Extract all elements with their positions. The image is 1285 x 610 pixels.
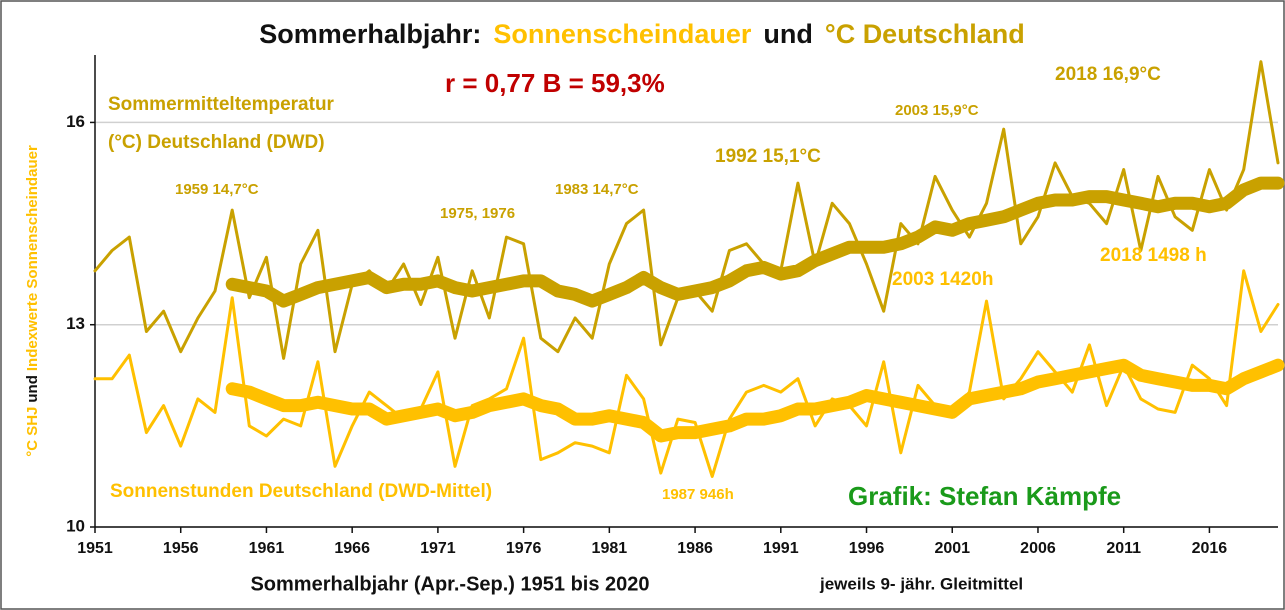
title-part: Sommerhalbjahr:	[259, 19, 481, 49]
annotation: Sonnenstunden Deutschland (DWD-Mittel)	[110, 481, 492, 502]
annotation: 2003 1420h	[892, 269, 993, 290]
title-part: °C Deutschland	[825, 19, 1025, 49]
y-label-part: Indexwerte Sonnenscheindauer	[24, 145, 41, 371]
x-tick-label: 1981	[592, 540, 628, 557]
annotation: 1975, 1976	[440, 205, 515, 222]
annotation: 1983 14,7°C	[555, 181, 639, 198]
y-tick-label: 13	[66, 314, 85, 333]
x-tick-label: 1951	[77, 540, 113, 557]
annotation: 2003 15,9°C	[895, 102, 979, 119]
x-tick-label: 1996	[849, 540, 885, 557]
title-part: Sonnenscheindauer	[493, 19, 752, 49]
annotation: 2018 1498 h	[1100, 245, 1207, 266]
annotation: 1987 946h	[662, 486, 734, 503]
x-tick-label: 1986	[677, 540, 713, 557]
x-tick-label: 1971	[420, 540, 456, 557]
y-label-part: und	[24, 375, 41, 403]
annotation: 2018 16,9°C	[1055, 64, 1161, 85]
annotation: 1959 14,7°C	[175, 181, 259, 198]
series-line	[225, 176, 1285, 308]
annotation: Grafik: Stefan Kämpfe	[848, 481, 1121, 511]
x-tick-label: 1961	[249, 540, 285, 557]
annotation: 1992 15,1°C	[715, 146, 821, 167]
annotation: (°C) Deutschland (DWD)	[108, 132, 325, 153]
annotation: Sommermitteltemperatur	[108, 94, 335, 115]
y-label-part: °C SHJ	[24, 407, 41, 457]
chart-title: Sommerhalbjahr: Sonnenscheindauer und °C De…	[259, 19, 1024, 49]
annotation: r = 0,77 B = 59,3%	[445, 68, 665, 98]
series-line	[225, 358, 1285, 443]
title-part: und	[763, 19, 812, 49]
x-tick-label: 2001	[934, 540, 970, 557]
x-tick-label: 1966	[334, 540, 370, 557]
note: jeweils 9- jähr. Gleitmittel	[819, 574, 1023, 593]
y-axis-label: °C SHJ und Indexwerte Sonnenscheindauer	[24, 145, 41, 457]
x-tick-label: 2011	[1106, 540, 1141, 557]
x-tick-label: 2006	[1020, 540, 1056, 557]
x-tick-label: 1991	[763, 540, 799, 557]
x-tick-label: 2016	[1192, 540, 1228, 557]
y-tick-label: 10	[66, 516, 85, 535]
x-axis-label: Sommerhalbjahr (Apr.-Sep.) 1951 bis 2020	[250, 573, 649, 595]
x-tick-label: 1956	[163, 540, 199, 557]
x-tick-label: 1976	[506, 540, 542, 557]
y-tick-label: 16	[66, 112, 85, 131]
